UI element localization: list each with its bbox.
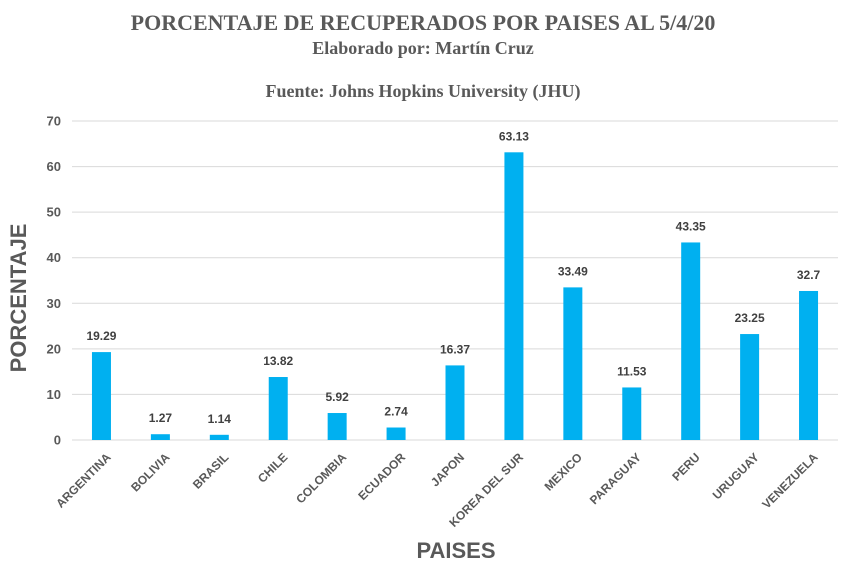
x-tick-label: COLOMBIA <box>293 450 349 506</box>
x-tick-label: VENEZUELA <box>759 450 821 512</box>
bar <box>622 387 642 440</box>
data-label: 1.14 <box>208 412 232 426</box>
x-tick-label: ECUADOR <box>355 450 408 503</box>
bar <box>445 365 465 440</box>
x-tick-label: PARAGUAY <box>587 450 644 507</box>
bar <box>563 287 583 440</box>
data-label: 23.25 <box>735 311 765 325</box>
data-label: 2.74 <box>384 405 408 419</box>
chart-source: Fuente: Johns Hopkins University (JHU) <box>265 81 580 102</box>
data-label: 13.82 <box>263 354 293 368</box>
x-tick-label: JAPON <box>428 450 467 489</box>
data-label: 5.92 <box>325 390 349 404</box>
bar <box>740 334 760 440</box>
data-label: 43.35 <box>676 219 706 233</box>
x-axis-ticks: ARGENTINA BOLIVIA BRASIL CHILE COLOMBIA ECUAD… <box>53 450 821 530</box>
bar <box>91 352 111 440</box>
bar <box>268 377 288 440</box>
y-axis-title: PORCENTAJE <box>6 224 31 373</box>
chart-subtitle: Elaborado por: Martín Cruz <box>312 38 533 58</box>
y-tick-label: 70 <box>47 114 61 129</box>
data-label: 63.13 <box>499 129 529 143</box>
data-label: 32.7 <box>797 268 821 282</box>
bar <box>386 427 406 440</box>
bar <box>150 434 170 440</box>
y-tick-label: 30 <box>47 296 61 311</box>
bar <box>681 242 701 440</box>
data-label: 19.29 <box>86 329 116 343</box>
y-axis-ticks: 0 10 20 30 40 50 60 70 <box>47 114 61 448</box>
x-tick-label: URUGUAY <box>710 450 762 502</box>
bar <box>209 434 229 440</box>
y-tick-label: 10 <box>47 387 61 402</box>
x-tick-label: CHILE <box>255 450 290 485</box>
y-tick-label: 60 <box>47 159 61 174</box>
data-label: 33.49 <box>558 264 588 278</box>
bar <box>327 413 347 440</box>
chart-title: PORCENTAJE DE RECUPERADOS POR PAISES AL … <box>131 10 716 35</box>
bar <box>799 290 819 440</box>
x-tick-label: MEXICO <box>542 450 585 493</box>
gridlines <box>72 120 838 441</box>
y-tick-label: 0 <box>54 433 61 448</box>
x-axis-title: PAISES <box>416 538 495 563</box>
bars <box>91 152 819 441</box>
x-tick-label: BRASIL <box>190 450 231 491</box>
x-tick-label: BOLIVIA <box>128 450 173 495</box>
x-tick-label: ARGENTINA <box>53 450 114 511</box>
data-label: 1.27 <box>149 411 173 425</box>
bar <box>504 152 524 441</box>
data-label: 11.53 <box>617 364 647 378</box>
y-tick-label: 40 <box>47 250 61 265</box>
data-label: 16.37 <box>440 342 470 356</box>
data-labels: 19.29 1.27 1.14 13.82 5.92 2.74 16.37 63.13 33.4… <box>86 129 820 425</box>
x-tick-label: PERU <box>669 450 702 483</box>
y-tick-label: 20 <box>47 341 61 356</box>
y-tick-label: 50 <box>47 205 61 220</box>
